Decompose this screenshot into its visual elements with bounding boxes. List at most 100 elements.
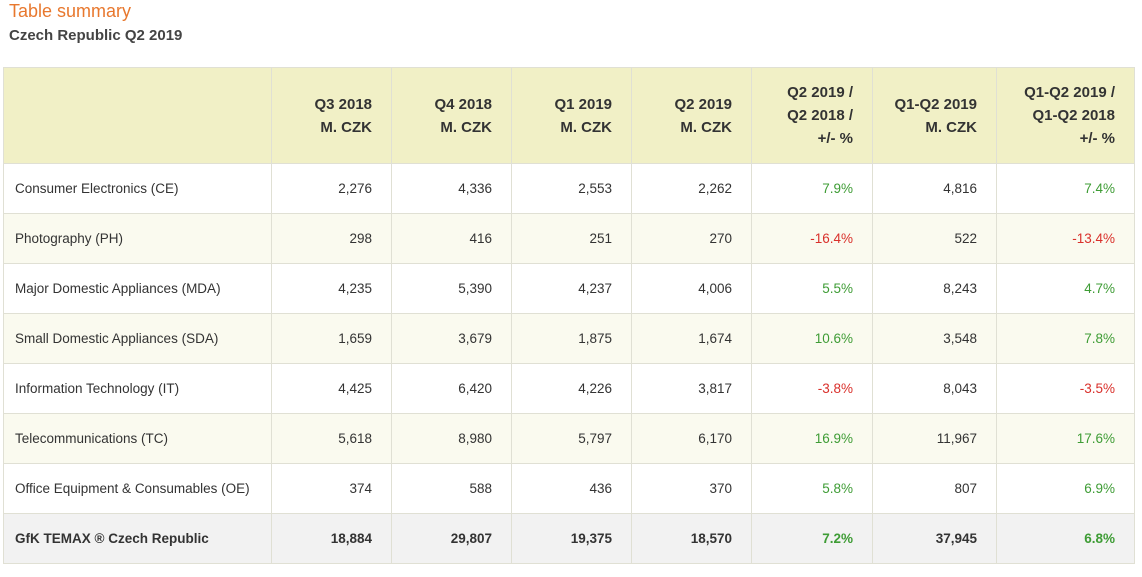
change-percent-cell: 10.6% xyxy=(751,313,873,364)
value-cell: 1,659 xyxy=(271,313,392,364)
change-percent-cell: -16.4% xyxy=(751,213,873,264)
change-percent-cell: 7.8% xyxy=(996,313,1135,364)
table-row: Major Domestic Appliances (MDA) 4,235 5,39… xyxy=(3,263,1135,314)
value-cell: 5,618 xyxy=(271,413,392,464)
row-label: Photography (PH) xyxy=(3,213,272,264)
value-cell: 19,375 xyxy=(511,513,632,564)
row-label: Consumer Electronics (CE) xyxy=(3,163,272,214)
change-percent-cell: 5.5% xyxy=(751,263,873,314)
column-header: Q2 2019 M. CZK xyxy=(631,67,752,164)
change-percent-cell: -3.8% xyxy=(751,363,873,414)
column-header-line: +/- % xyxy=(817,130,853,147)
column-header: Q1-Q2 2019 M. CZK xyxy=(872,67,997,164)
table-header-row: Q3 2018 M. CZK Q4 2018 M. CZK Q1 2019 M. CZK Q… xyxy=(3,67,1135,164)
value-cell: 588 xyxy=(391,463,512,514)
change-percent-cell: 16.9% xyxy=(751,413,873,464)
value-cell: 37,945 xyxy=(872,513,997,564)
value-cell: 4,237 xyxy=(511,263,632,314)
value-cell: 1,674 xyxy=(631,313,752,364)
value-cell: 8,043 xyxy=(872,363,997,414)
value-cell: 4,235 xyxy=(271,263,392,314)
value-cell: 18,570 xyxy=(631,513,752,564)
change-percent-cell: -13.4% xyxy=(996,213,1135,264)
table-row: Small Domestic Appliances (SDA) 1,659 3,67… xyxy=(3,313,1135,364)
table-row: Consumer Electronics (CE) 2,276 4,336 2,553… xyxy=(3,163,1135,214)
table-body: Consumer Electronics (CE) 2,276 4,336 2,553… xyxy=(3,163,1135,564)
column-header-line: Q4 2018 xyxy=(434,95,492,113)
column-header: Q1 2019 M. CZK xyxy=(511,67,632,164)
value-cell: 251 xyxy=(511,213,632,264)
column-header xyxy=(3,67,272,164)
value-cell: 8,980 xyxy=(391,413,512,464)
change-percent-cell: -3.5% xyxy=(996,363,1135,414)
column-header: Q1-Q2 2019 / Q1-Q2 2018 +/- % xyxy=(996,67,1135,164)
value-cell: 8,243 xyxy=(872,263,997,314)
value-cell: 3,817 xyxy=(631,363,752,414)
value-cell: 3,679 xyxy=(391,313,512,364)
column-header-line: M. CZK xyxy=(440,118,492,136)
column-header-line: M. CZK xyxy=(560,118,612,136)
column-header-line: M. CZK xyxy=(320,118,372,136)
change-percent-cell: 6.9% xyxy=(996,463,1135,514)
value-cell: 4,816 xyxy=(872,163,997,214)
row-label: Office Equipment & Consumables (OE) xyxy=(3,463,272,514)
column-header: Q2 2019 / Q2 2018 / +/- % xyxy=(751,67,873,164)
value-cell: 11,967 xyxy=(872,413,997,464)
row-label: GfK TEMAX ® Czech Republic xyxy=(3,513,272,564)
change-percent-cell: 7.9% xyxy=(751,163,873,214)
change-percent-cell: 7.2% xyxy=(751,513,873,564)
value-cell: 6,420 xyxy=(391,363,512,414)
row-label: Telecommunications (TC) xyxy=(3,413,272,464)
change-percent-cell: 17.6% xyxy=(996,413,1135,464)
value-cell: 4,226 xyxy=(511,363,632,414)
column-header-line: Q3 2018 xyxy=(314,95,372,113)
total-row: GfK TEMAX ® Czech Republic 18,884 29,807 19… xyxy=(3,513,1135,564)
value-cell: 270 xyxy=(631,213,752,264)
column-header: Q4 2018 M. CZK xyxy=(391,67,512,164)
column-header-line: Q1-Q2 2018 xyxy=(1032,107,1115,124)
page-subtitle: Czech Republic Q2 2019 xyxy=(9,27,183,44)
column-header: Q3 2018 M. CZK xyxy=(271,67,392,164)
column-header-line: +/- % xyxy=(1079,130,1115,147)
value-cell: 5,390 xyxy=(391,263,512,314)
value-cell: 298 xyxy=(271,213,392,264)
column-header-line: Q2 2019 / xyxy=(787,84,853,101)
row-label: Information Technology (IT) xyxy=(3,363,272,414)
page-title: Table summary xyxy=(9,1,132,21)
value-cell: 5,797 xyxy=(511,413,632,464)
value-cell: 2,262 xyxy=(631,163,752,214)
table-row: Telecommunications (TC) 5,618 8,980 5,797 6,… xyxy=(3,413,1135,464)
value-cell: 2,276 xyxy=(271,163,392,214)
value-cell: 6,170 xyxy=(631,413,752,464)
value-cell: 374 xyxy=(271,463,392,514)
value-cell: 18,884 xyxy=(271,513,392,564)
table-row: Office Equipment & Consumables (OE) 374 58… xyxy=(3,463,1135,514)
table-row: Information Technology (IT) 4,425 6,420 4,2… xyxy=(3,363,1135,414)
column-header-line: M. CZK xyxy=(680,118,732,136)
summary-table: Q3 2018 M. CZK Q4 2018 M. CZK Q1 2019 M. CZK Q… xyxy=(3,67,1135,564)
value-cell: 4,336 xyxy=(391,163,512,214)
value-cell: 4,006 xyxy=(631,263,752,314)
value-cell: 522 xyxy=(872,213,997,264)
change-percent-cell: 7.4% xyxy=(996,163,1135,214)
column-header-line: Q1-Q2 2019 / xyxy=(1024,84,1115,101)
row-label: Small Domestic Appliances (SDA) xyxy=(3,313,272,364)
value-cell: 807 xyxy=(872,463,997,514)
column-header-line: M. CZK xyxy=(925,118,977,136)
change-percent-cell: 5.8% xyxy=(751,463,873,514)
value-cell: 416 xyxy=(391,213,512,264)
value-cell: 4,425 xyxy=(271,363,392,414)
column-header-line: Q2 2019 xyxy=(674,95,732,113)
row-label: Major Domestic Appliances (MDA) xyxy=(3,263,272,314)
value-cell: 2,553 xyxy=(511,163,632,214)
value-cell: 29,807 xyxy=(391,513,512,564)
value-cell: 436 xyxy=(511,463,632,514)
table-row: Photography (PH) 298 416 251 270 -16.4% 522 -13… xyxy=(3,213,1135,264)
value-cell: 3,548 xyxy=(872,313,997,364)
value-cell: 1,875 xyxy=(511,313,632,364)
value-cell: 370 xyxy=(631,463,752,514)
column-header-line: Q1 2019 xyxy=(554,95,612,113)
column-header-line: Q2 2018 / xyxy=(787,107,853,124)
column-header-line: Q1-Q2 2019 xyxy=(894,95,977,113)
